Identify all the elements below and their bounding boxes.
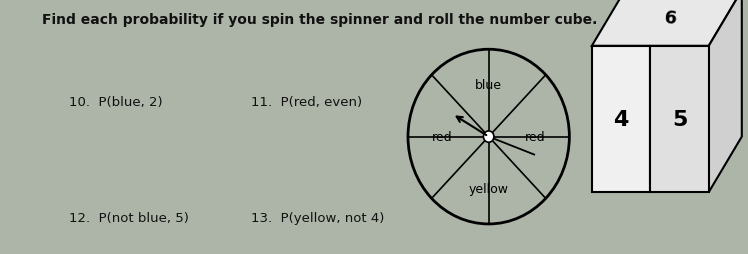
Text: 11.  P(red, even): 11. P(red, even) <box>251 96 363 108</box>
Polygon shape <box>650 46 709 192</box>
Polygon shape <box>709 0 742 192</box>
Text: red: red <box>525 131 546 144</box>
Text: blue: blue <box>475 78 502 91</box>
Text: Find each probability if you spin the spinner and roll the number cube.: Find each probability if you spin the sp… <box>43 13 598 27</box>
Text: yellow: yellow <box>469 183 509 196</box>
Text: 10.  P(blue, 2): 10. P(blue, 2) <box>69 96 163 108</box>
Polygon shape <box>592 0 742 46</box>
Text: 12.  P(not blue, 5): 12. P(not blue, 5) <box>69 211 189 224</box>
Text: 13.  P(yellow, not 4): 13. P(yellow, not 4) <box>251 211 384 224</box>
Ellipse shape <box>483 131 494 143</box>
Text: 6: 6 <box>663 9 677 28</box>
Polygon shape <box>592 46 650 192</box>
Text: red: red <box>432 131 453 144</box>
Text: 4: 4 <box>613 109 629 130</box>
Text: 5: 5 <box>672 109 687 130</box>
